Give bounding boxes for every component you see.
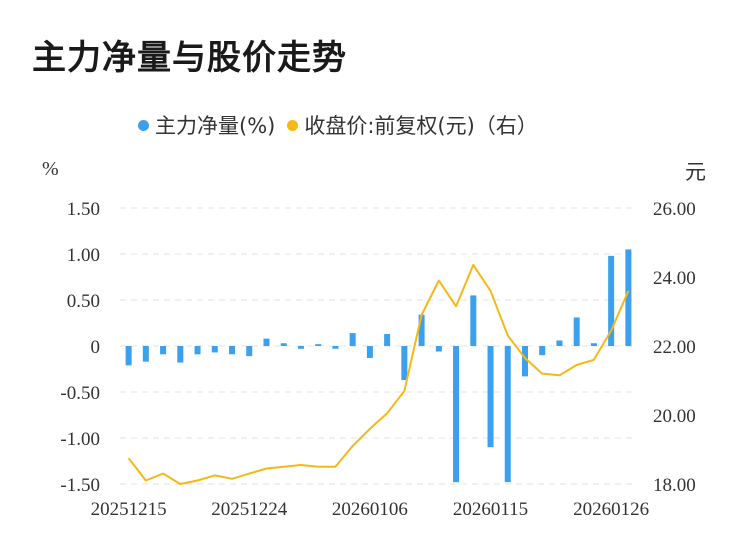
left-tick-label: 0 xyxy=(91,337,101,358)
bar xyxy=(280,343,287,346)
right-tick-label: 20.00 xyxy=(653,406,696,427)
bar xyxy=(556,340,563,346)
left-tick-label: -0.50 xyxy=(60,383,100,404)
bar xyxy=(435,346,442,352)
bar xyxy=(590,343,597,346)
left-tick-label: 1.00 xyxy=(67,245,100,266)
bar xyxy=(160,346,167,355)
left-tick-label: 1.50 xyxy=(67,199,100,220)
bar xyxy=(453,346,460,483)
bar xyxy=(297,346,304,349)
bar xyxy=(504,346,511,483)
bar xyxy=(401,346,408,381)
bar xyxy=(246,346,253,357)
bar xyxy=(125,346,132,366)
right-tick-label: 24.00 xyxy=(653,268,696,289)
bar xyxy=(349,333,356,346)
bar xyxy=(625,249,632,346)
bar xyxy=(332,346,339,349)
bar xyxy=(487,346,494,448)
bar xyxy=(263,338,270,346)
bar xyxy=(142,346,149,362)
x-tick-label: 20260106 xyxy=(332,499,408,520)
chart-title: 主力净量与股价走势 xyxy=(32,38,347,78)
x-tick-label: 20251215 xyxy=(91,499,167,520)
right-tick-label: 22.00 xyxy=(653,337,696,358)
legend-item-price: 收盘价:前复权(元)（右） xyxy=(287,110,538,140)
legend-net-label: 主力净量(%) xyxy=(155,114,276,138)
left-tick-label: -1.00 xyxy=(60,429,100,450)
legend: 主力净量(%) 收盘价:前复权(元)（右） xyxy=(138,110,550,140)
legend-price-marker xyxy=(287,119,299,131)
bar xyxy=(608,255,615,346)
x-tick-label: 20251224 xyxy=(211,499,288,520)
legend-item-net: 主力净量(%) xyxy=(138,110,275,140)
bar xyxy=(315,344,322,346)
bar xyxy=(194,346,201,355)
price-line xyxy=(127,263,630,485)
bar xyxy=(211,346,218,353)
x-tick-label: 20260115 xyxy=(453,499,528,520)
bar xyxy=(366,346,373,358)
bar xyxy=(573,317,580,346)
bar xyxy=(177,346,184,363)
legend-net-marker xyxy=(138,119,149,131)
bar xyxy=(470,295,477,346)
bar xyxy=(418,314,425,346)
x-tick-label: 20260126 xyxy=(573,499,649,520)
right-tick-label: 18.00 xyxy=(653,475,696,496)
bar xyxy=(384,334,391,346)
bar xyxy=(539,346,546,356)
right-axis-unit: 元 xyxy=(685,160,706,184)
right-tick-label: 26.00 xyxy=(653,199,696,220)
bar xyxy=(521,346,528,377)
legend-price-label: 收盘价:前复权(元)（右） xyxy=(304,114,538,138)
left-tick-label: -1.50 xyxy=(60,475,100,496)
left-axis-unit: % xyxy=(42,158,59,180)
left-tick-label: 0.50 xyxy=(67,291,100,312)
bar xyxy=(229,346,236,355)
